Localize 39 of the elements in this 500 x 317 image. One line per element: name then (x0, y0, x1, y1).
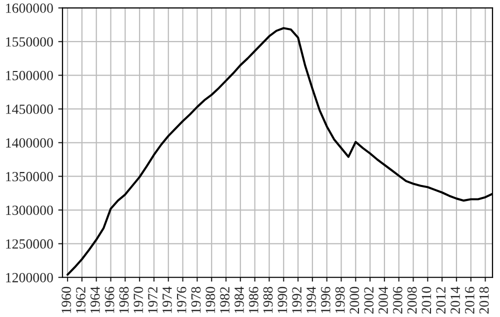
x-tick-label: 1966 (104, 286, 114, 313)
x-tick-label: 2006 (392, 286, 402, 314)
x-tick-label: 2018 (479, 286, 489, 314)
x-tick-label: 1990 (278, 286, 288, 313)
x-tick-label: 1994 (306, 286, 316, 313)
x-tick-label: 1988 (263, 286, 273, 313)
x-tick-label: 2004 (378, 286, 388, 314)
x-tick-label: 1980 (206, 286, 216, 313)
y-tick-label: 1350000 (6, 172, 53, 182)
x-tick-label: 1984 (234, 286, 244, 313)
x-tick-label: 2014 (450, 286, 460, 314)
x-tick-label: 1976 (176, 286, 186, 313)
y-tick-label: 1400000 (6, 138, 53, 148)
x-tick-label: 1992 (292, 287, 302, 313)
y-tick-label: 1450000 (6, 104, 53, 114)
x-tick-label: 2002 (364, 287, 374, 314)
x-tick-label: 2000 (350, 286, 360, 314)
x-tick-label: 1964 (90, 286, 100, 313)
x-tick-label: 1962 (76, 287, 86, 313)
x-tick-label: 1978 (191, 286, 201, 313)
y-tick-label: 1600000 (6, 4, 53, 13)
x-tick-label: 1970 (134, 286, 144, 313)
y-tick-label: 1200000 (6, 272, 53, 282)
x-tick-label: 2016 (464, 286, 474, 314)
y-tick-label: 1250000 (6, 239, 53, 249)
x-tick-label: 2010 (422, 286, 432, 314)
x-tick-label: 1960 (62, 286, 72, 313)
x-tick-label: 1998 (335, 286, 345, 313)
y-tick-label: 1550000 (6, 37, 53, 47)
x-tick-label: 1996 (320, 286, 330, 313)
y-tick-label: 1500000 (6, 70, 53, 80)
y-tick-label: 1300000 (6, 206, 53, 215)
x-tick-label: 1986 (248, 286, 258, 313)
x-tick-label: 2008 (407, 286, 417, 314)
x-tick-label: 1972 (148, 287, 158, 313)
x-tick-label: 1974 (162, 286, 172, 313)
x-tick-label: 2012 (436, 287, 446, 314)
x-tick-label: 1982 (220, 287, 230, 313)
x-tick-label: 1968 (119, 286, 129, 313)
